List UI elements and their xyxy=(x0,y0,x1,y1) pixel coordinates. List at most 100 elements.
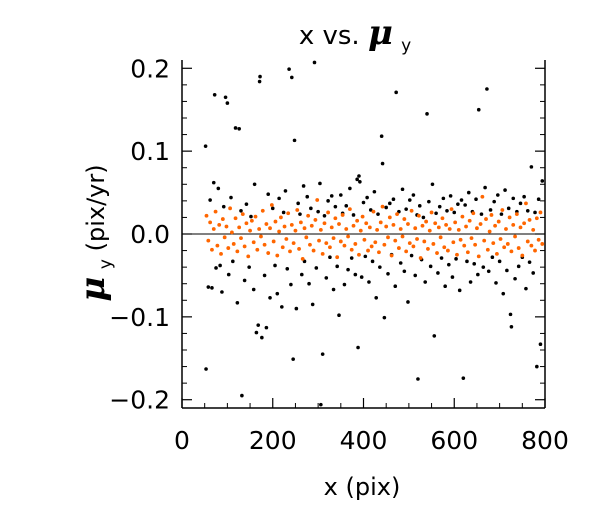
data-point-orange xyxy=(246,254,251,259)
data-point-black xyxy=(301,184,306,188)
data-point-orange xyxy=(491,241,496,246)
data-point-orange xyxy=(311,248,316,253)
data-point-orange xyxy=(235,249,240,254)
data-point-orange xyxy=(505,242,510,246)
data-point-orange xyxy=(471,211,476,216)
data-point-black xyxy=(221,204,226,209)
data-point-orange xyxy=(237,225,242,230)
data-point-black xyxy=(516,264,521,269)
data-point-black xyxy=(291,357,295,361)
data-point-black xyxy=(310,302,315,307)
data-point-orange xyxy=(453,220,458,225)
data-point-black xyxy=(501,291,506,296)
data-point-black xyxy=(441,196,446,201)
data-point-black xyxy=(380,161,385,166)
data-point-black xyxy=(318,181,322,186)
data-point-orange xyxy=(516,246,521,250)
data-point-black xyxy=(481,265,486,269)
data-point-black xyxy=(374,296,379,300)
data-point-orange xyxy=(484,217,488,221)
data-point-black xyxy=(465,259,469,264)
data-point-orange xyxy=(280,245,285,250)
data-point-black xyxy=(476,272,480,277)
data-point-orange xyxy=(480,194,485,199)
data-point-black xyxy=(331,287,336,292)
data-point-black xyxy=(524,286,528,291)
data-point-orange xyxy=(473,242,478,247)
data-point-black xyxy=(479,212,484,216)
data-point-orange xyxy=(262,242,267,247)
data-point-black xyxy=(454,257,458,261)
data-point-black xyxy=(206,285,211,289)
data-point-orange xyxy=(273,219,278,224)
data-point-orange xyxy=(268,226,272,231)
data-point-orange xyxy=(482,238,487,243)
data-point-orange xyxy=(251,240,256,245)
data-point-black xyxy=(447,262,451,267)
data-point-black xyxy=(212,93,217,97)
data-point-orange xyxy=(324,241,329,246)
data-point-black xyxy=(370,259,375,264)
y-tick-label: −0.2 xyxy=(109,386,170,415)
data-point-black xyxy=(506,206,511,211)
data-point-orange xyxy=(286,211,291,216)
data-point-orange xyxy=(489,213,494,217)
data-point-black xyxy=(499,212,504,216)
data-point-black xyxy=(503,188,507,192)
y-axis-title-mu-symbol: μ xyxy=(73,277,113,302)
data-point-orange xyxy=(435,251,439,255)
data-point-orange xyxy=(367,225,372,230)
data-point-orange xyxy=(340,213,345,217)
data-point-black xyxy=(386,271,390,276)
data-point-orange xyxy=(333,216,338,221)
data-point-black xyxy=(432,334,437,338)
data-point-black xyxy=(289,282,293,287)
data-point-orange xyxy=(511,222,516,227)
data-point-black xyxy=(214,266,218,270)
data-point-orange xyxy=(538,210,543,215)
data-point-orange xyxy=(504,227,508,231)
data-point-orange xyxy=(522,221,527,226)
data-point-black xyxy=(417,204,422,208)
data-point-orange xyxy=(440,216,445,221)
data-point-orange xyxy=(282,224,287,229)
data-point-orange xyxy=(536,237,541,242)
y-tick-label: 0.1 xyxy=(130,137,170,166)
data-point-black xyxy=(275,291,280,296)
data-point-orange xyxy=(445,248,450,253)
data-point-orange xyxy=(513,234,517,239)
data-point-black xyxy=(466,190,471,195)
data-point-black xyxy=(281,210,286,215)
chart-title-mu-symbol: μ xyxy=(368,13,393,53)
data-point-black xyxy=(333,204,338,209)
data-point-orange xyxy=(534,216,539,221)
data-point-orange xyxy=(326,210,331,215)
data-point-orange xyxy=(475,226,479,231)
chart-title-subscript: y xyxy=(401,36,411,56)
data-point-black xyxy=(342,282,347,287)
data-point-orange xyxy=(429,210,434,215)
data-point-black xyxy=(240,393,244,398)
data-point-orange xyxy=(456,227,461,232)
data-point-orange xyxy=(433,221,438,226)
data-point-black xyxy=(538,342,543,347)
data-point-black xyxy=(266,192,271,197)
data-point-orange xyxy=(277,229,282,234)
data-point-orange xyxy=(353,242,358,246)
data-point-orange xyxy=(384,224,389,229)
data-point-black xyxy=(421,215,426,220)
data-point-orange xyxy=(402,217,407,221)
data-point-black xyxy=(384,205,388,210)
data-point-orange xyxy=(413,226,418,231)
data-point-orange xyxy=(426,247,430,251)
data-point-black xyxy=(382,315,387,320)
data-point-orange xyxy=(485,247,490,252)
data-point-orange xyxy=(233,216,238,221)
data-point-black xyxy=(457,288,462,293)
data-point-orange xyxy=(395,212,399,217)
data-point-black xyxy=(485,87,489,91)
data-point-black xyxy=(319,402,323,407)
data-point-orange xyxy=(391,222,396,227)
y-ticks: −0.2 −0.1 0.0 0.1 0.2 xyxy=(109,54,545,415)
data-point-orange xyxy=(380,204,385,209)
